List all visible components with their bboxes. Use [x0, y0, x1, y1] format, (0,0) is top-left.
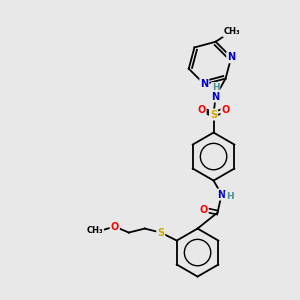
- Text: H: H: [212, 83, 219, 92]
- Text: CH₃: CH₃: [86, 226, 103, 235]
- Text: N: N: [200, 79, 208, 89]
- Text: O: O: [200, 205, 208, 214]
- Text: CH₃: CH₃: [224, 27, 240, 36]
- Text: O: O: [197, 105, 206, 115]
- Text: H: H: [226, 192, 233, 201]
- Text: O: O: [111, 222, 119, 232]
- Text: S: S: [210, 110, 217, 120]
- Text: N: N: [218, 190, 226, 200]
- Text: N: N: [227, 52, 235, 62]
- Text: S: S: [157, 228, 164, 238]
- Text: N: N: [212, 92, 220, 102]
- Text: O: O: [221, 105, 230, 115]
